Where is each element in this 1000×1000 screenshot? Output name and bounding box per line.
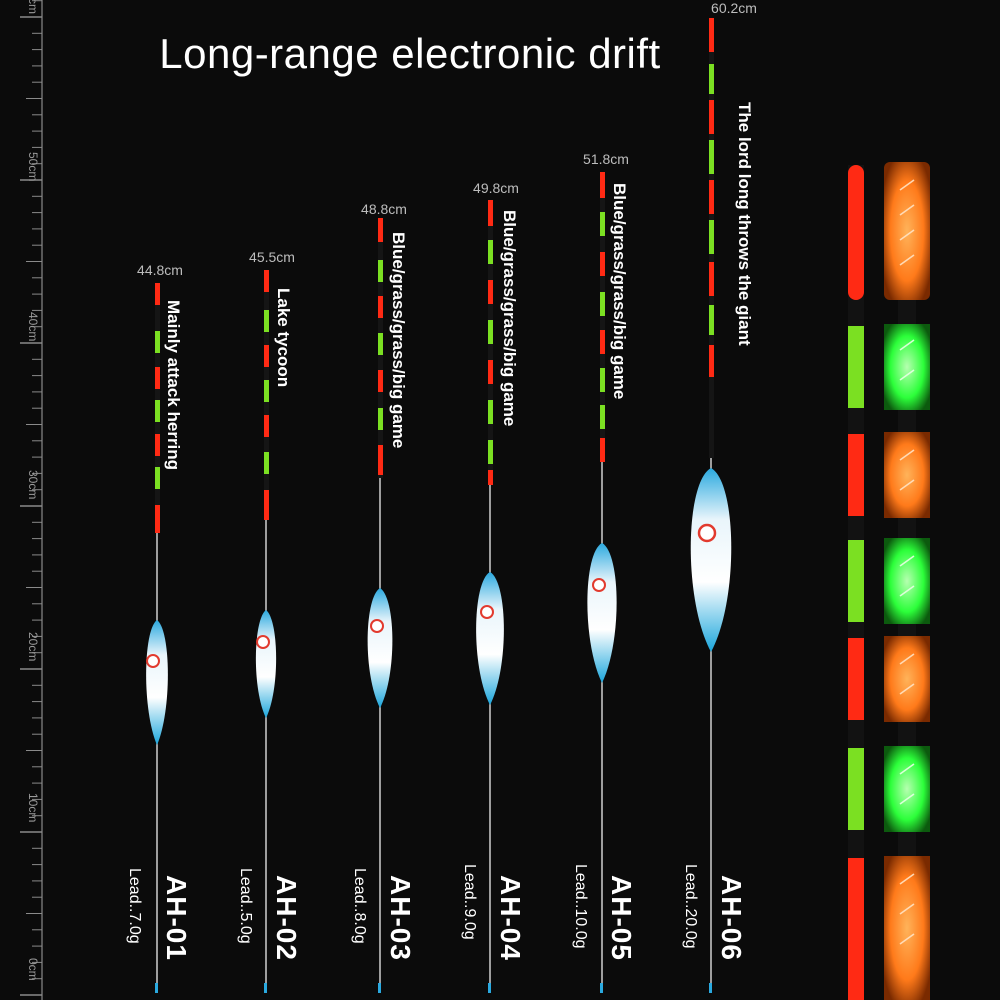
ruler-label-30: 30cm: [26, 470, 40, 500]
ruler-label-0: 0cm: [26, 958, 40, 981]
ruler-label-50: 50cm: [26, 152, 40, 182]
length-label: 51.8cm: [583, 151, 629, 167]
model-code: AH-05: [606, 875, 637, 961]
ruler-label-10: 10cm: [26, 793, 40, 823]
float-ah-06: [690, 18, 732, 993]
float-ah-04: [476, 200, 504, 993]
tip-closeup-glowing: [884, 162, 930, 1000]
model-code: AH-01: [161, 875, 192, 961]
lead-weight: Lead..20.0g: [682, 864, 699, 949]
float-ah-03: [367, 218, 393, 993]
float-ah-02: [255, 270, 277, 993]
lead-weight: Lead..5.0g: [237, 868, 254, 944]
measuring-ruler: [20, 0, 43, 1000]
length-label: 44.8cm: [137, 262, 183, 278]
ruler-label-20: 20cm: [26, 632, 40, 662]
lead-weight: Lead..10.0g: [572, 864, 589, 949]
float-description: The lord long throws the giant: [735, 102, 754, 346]
float-ah-01: [146, 283, 168, 993]
length-label: 48.8cm: [361, 201, 407, 217]
length-label: 49.8cm: [473, 180, 519, 196]
model-code: AH-04: [495, 875, 526, 961]
float-description: Blue/grass/grass/big game: [389, 232, 408, 449]
length-label: 60.2cm: [711, 0, 757, 16]
ruler-label-top: cm: [26, 0, 40, 14]
model-code: AH-02: [271, 875, 302, 961]
model-code: AH-03: [385, 875, 416, 961]
lead-weight: Lead..7.0g: [126, 868, 143, 944]
tip-closeup-plain: [848, 165, 864, 1000]
float-description: Mainly attack herring: [164, 300, 183, 471]
lead-weight: Lead..8.0g: [351, 868, 368, 944]
float-description: Lake tycoon: [274, 288, 293, 388]
ruler-label-40: 40cm: [26, 312, 40, 342]
length-label: 45.5cm: [249, 249, 295, 265]
lead-weight: Lead..9.0g: [461, 864, 478, 940]
page-title: Long-range electronic drift: [159, 30, 661, 77]
float-ah-05: [587, 172, 617, 993]
float-description: Blue/grass/grass/big game: [500, 210, 519, 427]
model-code: AH-06: [716, 875, 747, 961]
float-description: Blue/grass/grass/big game: [610, 183, 629, 400]
